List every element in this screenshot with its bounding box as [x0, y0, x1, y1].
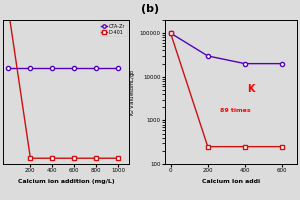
- Text: K: K: [247, 84, 254, 94]
- Text: (b): (b): [141, 4, 159, 14]
- D-401: [28, 157, 32, 159]
- CTA-Zr: [72, 67, 76, 69]
- D-401: [116, 157, 120, 159]
- CTA-Zr: [94, 67, 98, 69]
- CTA-Zr: [28, 67, 32, 69]
- X-axis label: Calcium ion addition (mg/L): Calcium ion addition (mg/L): [18, 179, 114, 184]
- X-axis label: Calcium Ion addi: Calcium Ion addi: [202, 179, 260, 184]
- Legend: CTA-Zr, D-401: CTA-Zr, D-401: [100, 22, 127, 36]
- D-401: [94, 157, 98, 159]
- CTA-Zr: [50, 67, 54, 69]
- CTA-Zr: [116, 67, 120, 69]
- D-401: [7, 9, 10, 12]
- Line: D-401: D-401: [6, 8, 120, 160]
- CTA-Zr: [7, 67, 10, 69]
- Y-axis label: $K_d$ Values（mL/g）: $K_d$ Values（mL/g）: [128, 68, 137, 116]
- Text: 89 times: 89 times: [220, 108, 251, 113]
- D-401: [72, 157, 76, 159]
- Line: CTA-Zr: CTA-Zr: [6, 66, 120, 70]
- D-401: [50, 157, 54, 159]
